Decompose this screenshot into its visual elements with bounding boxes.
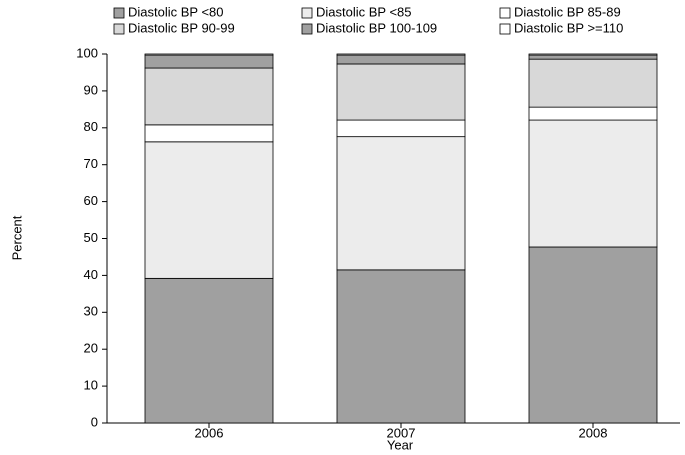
- legend-label: Diastolic BP >=110: [514, 20, 623, 35]
- legend-label: Diastolic BP <85: [316, 4, 412, 19]
- legend-label: Diastolic BP 85-89: [514, 4, 621, 19]
- bar-segment: [528, 53, 658, 56]
- x-axis-label: Year: [387, 437, 414, 452]
- y-tick-label: 70: [84, 156, 98, 171]
- y-tick-label: 80: [84, 119, 98, 134]
- bar-segment: [336, 63, 466, 121]
- legend-swatch: [499, 23, 511, 35]
- bar-segment: [528, 119, 658, 248]
- legend-label: Diastolic BP <80: [128, 4, 224, 19]
- bar-segment: [144, 54, 274, 69]
- bar-segment: [144, 141, 274, 279]
- y-axis-label: Percent: [9, 215, 24, 260]
- x-tick-label: 2006: [195, 425, 224, 440]
- bar-segment: [528, 246, 658, 424]
- y-tick-label: 100: [76, 45, 98, 60]
- bar-segment: [528, 58, 658, 108]
- y-tick-label: 20: [84, 341, 98, 356]
- legend-swatch: [113, 7, 125, 19]
- legend-swatch: [301, 7, 313, 19]
- legend-swatch: [113, 23, 125, 35]
- y-tick-label: 10: [84, 378, 98, 393]
- bar-segment: [336, 54, 466, 65]
- bar-segment: [336, 269, 466, 424]
- legend-label: Diastolic BP 100-109: [316, 20, 437, 35]
- bar-segment: [336, 53, 466, 56]
- legend-swatch: [499, 7, 511, 19]
- y-tick-label: 60: [84, 193, 98, 208]
- y-tick-label: 40: [84, 267, 98, 282]
- y-tick-label: 90: [84, 82, 98, 97]
- x-tick-label: 2007: [387, 425, 416, 440]
- bar-segment: [336, 136, 466, 271]
- bar-segment: [144, 277, 274, 424]
- y-tick-label: 30: [84, 304, 98, 319]
- y-tick-label: 0: [91, 414, 98, 429]
- bar-segment: [144, 53, 274, 56]
- bar-segment: [144, 67, 274, 126]
- legend-swatch: [301, 23, 313, 35]
- bar-segment: [528, 54, 658, 60]
- bar-segment: [144, 124, 274, 143]
- y-tick-label: 50: [84, 230, 98, 245]
- bar-segment: [336, 119, 466, 138]
- legend-label: Diastolic BP 90-99: [128, 20, 235, 35]
- x-tick-label: 2008: [579, 425, 608, 440]
- bar-segment: [528, 106, 658, 121]
